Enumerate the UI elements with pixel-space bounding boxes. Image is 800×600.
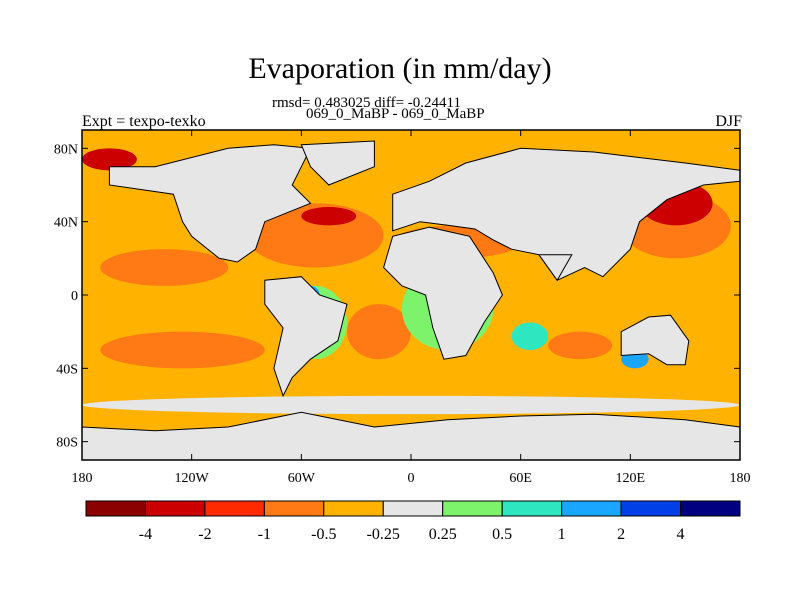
region-19 [511, 322, 549, 350]
colorbar-label: -1 [258, 526, 271, 543]
colorbar-bin [442, 500, 503, 517]
colorbar-bin [204, 500, 265, 517]
landmasses [82, 140, 740, 460]
land-south-america [264, 276, 348, 398]
season-label: DJF [715, 113, 742, 130]
x-tick-label: 120E [616, 471, 646, 486]
stats-line: rmsd= 0.483025 diff= -0.24411 [272, 95, 461, 111]
land-india [537, 254, 573, 282]
y-tick-label: 80S [56, 436, 78, 451]
colorbar-bin [501, 500, 563, 517]
cases-line: 069_0_MaBP - 069_0_MaBP [306, 106, 485, 122]
x-axis: 180 120W 60W 0 60E 120E 180 [72, 130, 751, 486]
land-eurasia [392, 147, 740, 281]
region-4 [100, 249, 229, 286]
land-australia [620, 314, 690, 366]
x-tick-label: 180 [72, 471, 93, 486]
x-tick-label: 60W [288, 471, 316, 486]
region-3 [82, 395, 740, 415]
colorbar-bin [680, 500, 741, 517]
land-north-america [108, 144, 312, 263]
colorbar-bin [620, 500, 682, 517]
colorbar-label: 2 [617, 526, 625, 543]
colorbar-label: 4 [677, 526, 685, 543]
y-tick-label: 80N [54, 142, 78, 157]
experiment-label: Expt = texpo-texko [82, 113, 206, 130]
y-axis: 80N 40N 0 40S 80S [54, 142, 740, 451]
colorbar-bin [323, 500, 384, 517]
colorbar-label: -2 [198, 526, 211, 543]
colorbar-bin [382, 500, 444, 517]
colorbar-bin [144, 500, 206, 517]
x-tick-label: 0 [408, 471, 415, 486]
y-tick-label: 40N [54, 216, 78, 231]
region-7 [347, 304, 411, 360]
colorbar-label: 1 [558, 526, 566, 543]
x-tick-label: 60E [509, 471, 532, 486]
x-tick-label: 180 [730, 471, 751, 486]
region-11 [82, 148, 137, 171]
colorbar-label: -4 [139, 526, 152, 543]
land-antarctica [82, 411, 740, 460]
colorbar-label: -0.25 [367, 526, 400, 543]
region-12 [301, 207, 357, 226]
colorbar: -4 -2 -1 -0.5 -0.25 0.25 0.5 1 2 4 [85, 500, 741, 543]
colorbar-label: 0.5 [492, 526, 512, 543]
colorbar-bin [263, 500, 325, 517]
y-tick-label: 0 [71, 289, 78, 304]
plot-title: Evaporation (in mm/day) [248, 52, 552, 85]
y-tick-label: 40S [56, 362, 78, 377]
region-5 [100, 331, 265, 369]
x-tick-label: 120W [175, 471, 210, 486]
colorbar-label: 0.25 [429, 526, 457, 543]
land-greenland [300, 140, 375, 186]
colorbar-bin [85, 500, 146, 517]
colorbar-label: -0.5 [311, 526, 336, 543]
land-africa [383, 226, 503, 360]
colorbar-bin [561, 500, 622, 517]
region-9 [548, 331, 613, 360]
